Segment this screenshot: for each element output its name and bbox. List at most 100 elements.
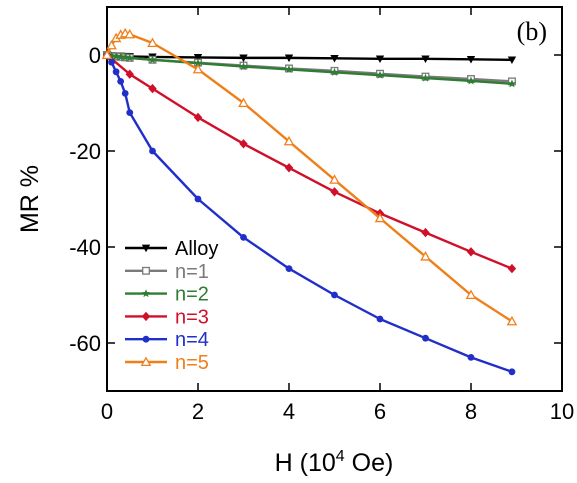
data-point [376, 315, 384, 323]
legend-swatch-marker [142, 335, 150, 343]
data-point [331, 291, 338, 299]
x-axis-title-suffix: Oe) [345, 449, 394, 477]
legend-swatch-marker [140, 356, 152, 367]
data-point [147, 37, 158, 48]
legend-label: n=5 [175, 352, 209, 374]
data-point [422, 334, 429, 342]
y-tick-label: -40 [69, 235, 101, 260]
data-point [239, 139, 248, 149]
data-point [330, 67, 339, 76]
panel-label: (b) [517, 17, 547, 46]
legend-swatch-marker [141, 311, 151, 322]
y-tick-label: 0 [89, 43, 101, 68]
data-point [125, 69, 134, 79]
legend-label: n=3 [175, 306, 209, 328]
x-tick-label: 2 [192, 399, 204, 424]
legend-label: n=1 [175, 261, 209, 283]
x-tick-label: 10 [550, 399, 574, 424]
data-point [193, 58, 203, 67]
data-point [421, 227, 430, 238]
legend-label: n=4 [175, 329, 209, 351]
x-tick-label: 0 [101, 399, 113, 424]
data-point [466, 247, 476, 257]
data-point [148, 55, 157, 64]
data-point [192, 63, 204, 74]
data-point [121, 53, 130, 61]
series-n=3 [102, 50, 517, 274]
data-point [108, 58, 115, 66]
data-point [238, 97, 249, 108]
x-tick-label: 6 [374, 399, 386, 424]
data-point [106, 39, 117, 50]
data-point [107, 51, 116, 60]
data-point [508, 368, 516, 376]
data-point [117, 78, 125, 85]
series-n=2 [102, 50, 517, 88]
x-tick-label: 4 [283, 399, 295, 424]
data-point [125, 53, 134, 62]
legend-label: Alloy [175, 238, 218, 260]
data-point [149, 147, 156, 155]
legend-swatch-marker [141, 289, 151, 298]
legend-entry: Alloy [125, 238, 218, 260]
legend-swatch-marker [141, 244, 151, 253]
data-point [101, 49, 113, 60]
data-point [375, 70, 385, 79]
data-point [124, 28, 136, 39]
series-line [106, 53, 512, 61]
data-point [284, 163, 294, 173]
data-point [507, 79, 517, 88]
legend-label: n=2 [175, 284, 209, 306]
data-point [466, 76, 476, 85]
data-point [465, 289, 477, 300]
x-axis-title: H (104 Oe) [275, 448, 394, 477]
data-point [507, 56, 517, 64]
data-point [239, 62, 248, 71]
data-point [421, 73, 430, 82]
plot-frame [106, 6, 563, 392]
x-tick-label: 8 [465, 399, 477, 424]
data-point [126, 109, 134, 116]
legend-entry: n=5 [125, 352, 209, 374]
data-point [240, 234, 247, 241]
data-point [329, 174, 340, 184]
data-point [283, 135, 295, 146]
y-tick-label: -20 [69, 139, 101, 164]
legend-entry: n=2 [125, 284, 209, 306]
series-Alloy [102, 51, 517, 64]
data-point [112, 68, 120, 76]
legend-swatch-marker [142, 266, 150, 275]
legend-entry: n=3 [125, 306, 209, 328]
data-point [420, 251, 431, 261]
axis-ticks: 0 2 4 6 8 10 0 -20 -40 -60 [69, 7, 574, 424]
data-point [111, 52, 121, 60]
legend-entry: n=1 [125, 261, 209, 283]
data-series [101, 27, 518, 376]
data-point [116, 52, 125, 61]
data-point [148, 83, 157, 94]
x-axis-title-exponent: 4 [336, 448, 345, 465]
series-line [105, 54, 513, 373]
data-point [375, 55, 385, 64]
y-tick-label: -60 [69, 331, 101, 356]
series-line [106, 54, 513, 270]
data-point [121, 90, 129, 97]
data-point [194, 195, 202, 203]
legend-entry: n=4 [125, 329, 209, 351]
x-axis-title-base: H (10 [275, 449, 336, 477]
data-point [284, 54, 294, 63]
data-point [466, 55, 476, 64]
data-point [507, 263, 517, 274]
data-point [239, 54, 248, 63]
y-axis-title: MR % [16, 165, 44, 233]
data-point [506, 315, 518, 326]
data-point [374, 212, 386, 223]
data-point [193, 112, 203, 123]
data-point [285, 265, 293, 272]
data-point [421, 55, 430, 64]
series-n=4 [103, 51, 516, 376]
series-n=5 [101, 27, 518, 326]
data-point [330, 55, 339, 63]
